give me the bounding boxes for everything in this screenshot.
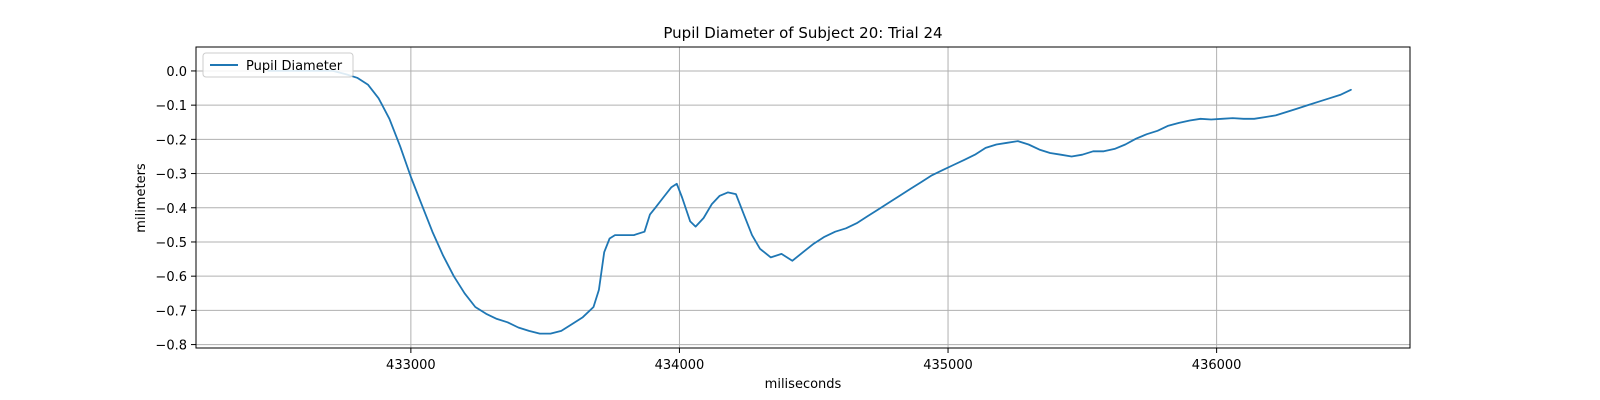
x-tick-label: 435000 [923,358,973,373]
x-axis-label: miliseconds [765,377,842,392]
plot-area [196,47,1410,348]
x-tick-label: 436000 [1192,358,1242,373]
legend: Pupil Diameter [202,52,354,78]
y-tick-label: −0.7 [155,304,187,319]
y-tick-label: −0.4 [155,202,187,217]
grid-lines [196,47,1410,348]
plot-frame [195,46,1411,349]
y-axis-label: milimeters [134,163,149,233]
y-tick-label: −0.8 [155,339,187,354]
x-axis-ticks: 433000 434000 435000 436000 [386,348,1241,373]
legend-box [202,52,354,78]
legend-label-pupil-diameter: Pupil Diameter [246,59,343,74]
y-tick-label: −0.3 [155,168,187,183]
x-tick-label: 433000 [386,358,436,373]
y-axis-ticks: 0.0 −0.1 −0.2 −0.3 −0.4 −0.5 −0.6 −0.7 −0.8 [155,65,196,354]
y-tick-label: −0.2 [155,133,187,148]
series-layer [267,70,1352,335]
chart-title: Pupil Diameter of Subject 20: Trial 24 [663,24,942,42]
x-tick-label: 434000 [655,358,705,373]
y-tick-label: 0.0 [166,65,187,80]
y-tick-label: −0.1 [155,99,187,114]
series-line-pupil-diameter [267,70,1352,335]
y-tick-label: −0.6 [155,270,187,285]
y-tick-label: −0.5 [155,236,187,251]
